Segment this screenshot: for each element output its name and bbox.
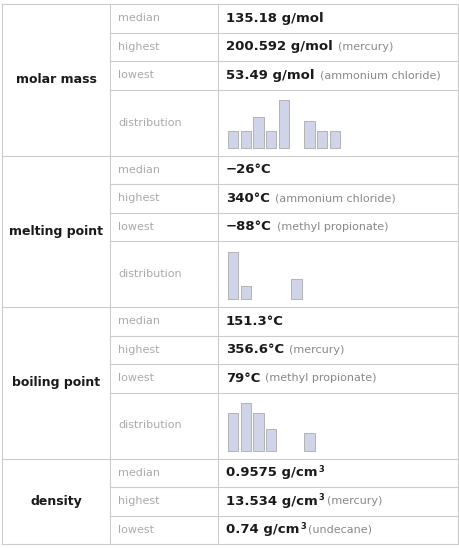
Text: (ammonium chloride): (ammonium chloride) — [319, 70, 439, 80]
Text: median: median — [118, 468, 160, 478]
Text: melting point: melting point — [9, 225, 103, 238]
Bar — [240, 131, 251, 147]
Text: (methyl propionate): (methyl propionate) — [265, 373, 376, 383]
Text: 340°C: 340°C — [225, 192, 269, 205]
Bar — [253, 117, 263, 147]
Text: lowest: lowest — [118, 525, 154, 535]
Text: density: density — [30, 495, 82, 508]
Bar — [329, 131, 339, 147]
Text: lowest: lowest — [118, 373, 154, 383]
Text: 3: 3 — [318, 493, 324, 502]
Text: highest: highest — [118, 193, 159, 203]
Text: 3: 3 — [300, 522, 305, 530]
Text: highest: highest — [118, 496, 159, 506]
Bar — [291, 279, 301, 299]
Text: distribution: distribution — [118, 117, 181, 128]
Text: (mercury): (mercury) — [326, 496, 381, 506]
Bar — [265, 429, 276, 450]
Bar — [240, 286, 251, 299]
Text: highest: highest — [118, 42, 159, 52]
Text: 0.74 g/cm: 0.74 g/cm — [225, 523, 299, 536]
Bar — [316, 131, 326, 147]
Text: 135.18 g/mol: 135.18 g/mol — [225, 12, 323, 25]
Text: distribution: distribution — [118, 420, 181, 431]
Text: median: median — [118, 316, 160, 326]
Bar — [240, 403, 251, 450]
Text: molar mass: molar mass — [16, 73, 96, 86]
Bar — [303, 122, 314, 147]
Text: 53.49 g/mol: 53.49 g/mol — [225, 68, 314, 82]
Text: 3: 3 — [318, 465, 324, 473]
Bar — [303, 432, 314, 450]
Text: median: median — [118, 13, 160, 23]
Text: (mercury): (mercury) — [337, 42, 392, 52]
Text: −26°C: −26°C — [225, 163, 271, 176]
Bar — [253, 413, 263, 450]
Text: (mercury): (mercury) — [289, 345, 344, 355]
Text: 356.6°C: 356.6°C — [225, 343, 284, 356]
Bar — [278, 100, 289, 147]
Text: (undecane): (undecane) — [308, 525, 372, 535]
Text: 0.9575 g/cm: 0.9575 g/cm — [225, 466, 317, 480]
Bar — [228, 131, 238, 147]
Bar — [265, 131, 276, 147]
Text: 13.534 g/cm: 13.534 g/cm — [225, 495, 317, 508]
Text: median: median — [118, 165, 160, 175]
Text: boiling point: boiling point — [12, 376, 100, 389]
Text: (ammonium chloride): (ammonium chloride) — [274, 193, 395, 203]
Text: 200.592 g/mol: 200.592 g/mol — [225, 40, 332, 53]
Text: −88°C: −88°C — [225, 220, 271, 233]
Text: distribution: distribution — [118, 269, 181, 279]
Text: 79°C: 79°C — [225, 372, 260, 385]
Text: highest: highest — [118, 345, 159, 355]
Text: lowest: lowest — [118, 70, 154, 80]
Bar — [228, 413, 238, 450]
Text: lowest: lowest — [118, 222, 154, 232]
Text: 151.3°C: 151.3°C — [225, 315, 283, 328]
Text: (methyl propionate): (methyl propionate) — [276, 222, 387, 232]
Bar — [228, 252, 238, 299]
